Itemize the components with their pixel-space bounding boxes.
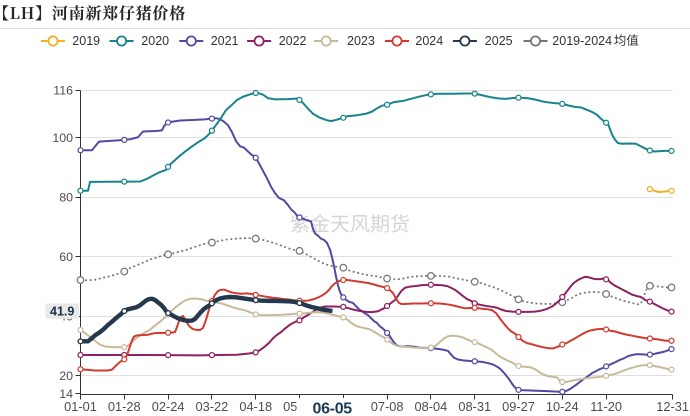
svg-text:09-27: 09-27 xyxy=(502,399,535,414)
svg-text:41.9: 41.9 xyxy=(50,305,74,319)
svg-text:2019-2024: 2019-2024 xyxy=(552,34,612,48)
svg-text:80: 80 xyxy=(59,191,73,205)
svg-text:2025: 2025 xyxy=(485,34,513,48)
svg-text:12-31: 12-31 xyxy=(656,399,689,414)
svg-text:2024: 2024 xyxy=(415,34,443,48)
svg-text:100: 100 xyxy=(52,131,73,145)
svg-text:08-31: 08-31 xyxy=(458,399,491,414)
svg-text:03-22: 03-22 xyxy=(196,399,229,414)
svg-text:14: 14 xyxy=(59,387,73,401)
svg-text:01-01: 01-01 xyxy=(64,399,97,414)
svg-text:116: 116 xyxy=(53,84,73,98)
svg-text:06-05: 06-05 xyxy=(312,401,352,416)
svg-text:60: 60 xyxy=(59,250,73,264)
svg-text:11-20: 11-20 xyxy=(590,399,622,414)
svg-text:10-24: 10-24 xyxy=(546,399,579,414)
svg-text:2021: 2021 xyxy=(211,34,239,48)
svg-text:01-28: 01-28 xyxy=(108,399,141,414)
svg-text:2023: 2023 xyxy=(347,34,375,48)
svg-text:2022: 2022 xyxy=(279,34,307,48)
svg-text:08-04: 08-04 xyxy=(415,399,448,414)
svg-text:07-08: 07-08 xyxy=(371,399,404,414)
svg-text:20: 20 xyxy=(59,369,73,383)
svg-text:2019: 2019 xyxy=(72,34,100,48)
svg-text:02-24: 02-24 xyxy=(152,399,185,414)
svg-text:04-18: 04-18 xyxy=(239,399,272,414)
svg-text:2020: 2020 xyxy=(141,34,169,48)
